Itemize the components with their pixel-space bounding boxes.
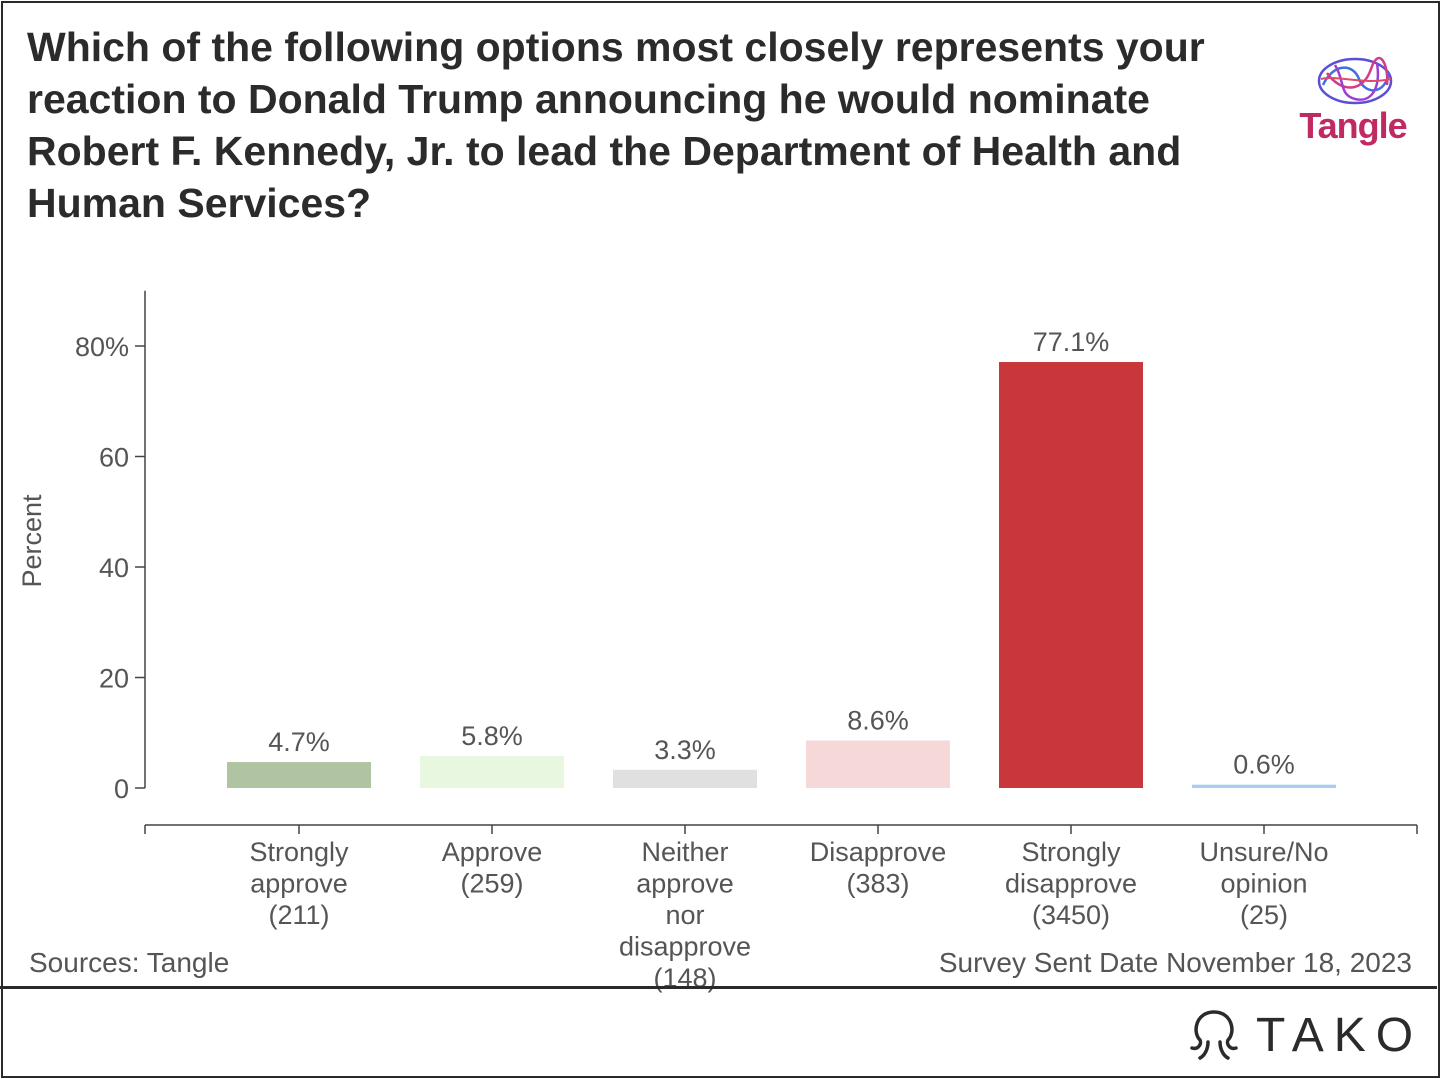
data-label: 8.6% bbox=[847, 705, 909, 735]
x-tick-label: (211) bbox=[268, 900, 329, 930]
bar-chart: 020406080%Percent4.7%Stronglyapprove(211… bbox=[17, 290, 1418, 993]
x-tick-label: Neither bbox=[641, 837, 728, 867]
x-tick-label: opinion bbox=[1220, 869, 1307, 899]
x-tick-label: (259) bbox=[460, 869, 523, 899]
source-note: Sources: Tangle bbox=[29, 947, 230, 978]
x-tick-label: (3450) bbox=[1032, 900, 1110, 930]
x-tick-label: Disapprove bbox=[810, 837, 947, 867]
bar bbox=[613, 769, 757, 788]
brain-icon bbox=[1317, 56, 1393, 105]
data-label: 0.6% bbox=[1233, 750, 1295, 780]
x-tick-label: disapprove bbox=[619, 932, 751, 962]
tako-octopus-icon bbox=[1190, 1010, 1238, 1060]
y-tick-label: 40 bbox=[99, 553, 129, 583]
x-tick-label: Approve bbox=[442, 837, 543, 867]
x-tick-label: approve bbox=[636, 869, 734, 899]
y-axis-label: Percent bbox=[17, 494, 47, 588]
x-tick-label: Strongly bbox=[249, 837, 349, 867]
x-tick-label: nor bbox=[665, 900, 704, 930]
x-tick-label: disapprove bbox=[1005, 869, 1137, 899]
y-tick-label: 60 bbox=[99, 443, 129, 473]
data-label: 4.7% bbox=[268, 727, 330, 757]
bar bbox=[1192, 784, 1336, 788]
x-tick-label: Unsure/No bbox=[1199, 837, 1328, 867]
data-label: 77.1% bbox=[1033, 327, 1110, 357]
x-tick-label: approve bbox=[250, 869, 348, 899]
y-tick-label: 0 bbox=[114, 774, 129, 804]
bar bbox=[227, 762, 371, 788]
footer-divider bbox=[0, 986, 1437, 989]
x-tick-label: Strongly bbox=[1021, 837, 1121, 867]
bar bbox=[420, 755, 564, 788]
data-label: 5.8% bbox=[461, 721, 523, 751]
tako-wordmark: TAKO bbox=[1256, 1009, 1424, 1062]
chart-title: Which of the following options most clos… bbox=[27, 24, 1205, 226]
x-tick-label: (25) bbox=[1240, 900, 1288, 930]
bar bbox=[999, 362, 1143, 788]
tangle-logo: Tangle bbox=[1293, 55, 1421, 151]
y-tick-label: 80% bbox=[75, 332, 129, 362]
survey-date-note: Survey Sent Date November 18, 2023 bbox=[938, 947, 1412, 978]
data-label: 3.3% bbox=[654, 735, 716, 765]
logo-wordmark: Tangle bbox=[1299, 105, 1407, 146]
tako-brand: TAKO bbox=[1186, 1006, 1418, 1066]
bar bbox=[806, 740, 950, 788]
y-tick-label: 20 bbox=[99, 664, 129, 694]
x-tick-label: (383) bbox=[846, 869, 909, 899]
